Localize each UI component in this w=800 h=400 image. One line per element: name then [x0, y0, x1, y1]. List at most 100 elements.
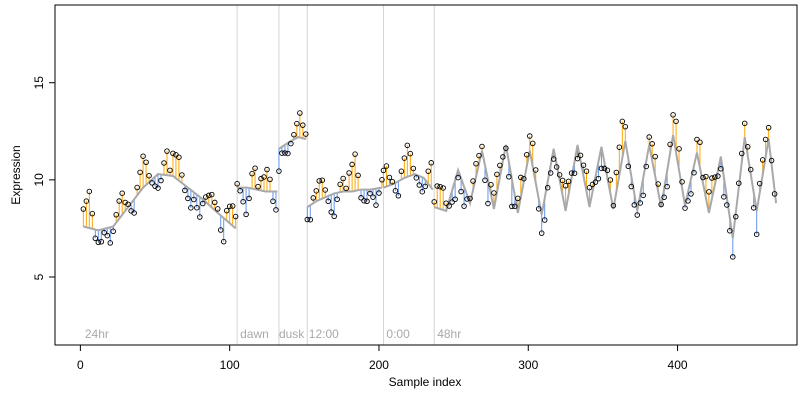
data-point — [625, 163, 632, 170]
data-point — [334, 196, 340, 203]
data-point — [646, 134, 652, 140]
data-point — [220, 238, 227, 245]
x-axis-label: Sample index — [389, 375, 462, 389]
data-point — [140, 153, 146, 159]
data-point — [107, 240, 113, 246]
y-tick-label-1: 10 — [32, 173, 46, 187]
data-point — [325, 198, 331, 205]
data-point — [310, 195, 317, 201]
data-point — [553, 164, 560, 170]
data-point — [544, 184, 551, 191]
data-point — [649, 141, 655, 147]
data-point — [756, 180, 763, 187]
data-point — [214, 206, 221, 212]
data-point — [706, 189, 712, 195]
data-point — [282, 150, 288, 156]
data-point — [485, 200, 491, 207]
data-point — [607, 177, 614, 183]
data-point — [521, 175, 527, 182]
data-point — [364, 198, 370, 205]
data-point — [747, 166, 754, 173]
data-point — [383, 163, 390, 169]
data-point — [449, 199, 455, 205]
data-point — [404, 142, 411, 149]
fit-lines — [83, 135, 778, 239]
data-point — [771, 191, 778, 197]
data-point — [461, 203, 467, 209]
data-point — [518, 174, 524, 181]
data-point — [434, 183, 440, 189]
data-point — [328, 209, 334, 215]
data-point — [261, 174, 267, 180]
data-point — [131, 210, 137, 216]
data-point — [688, 191, 694, 197]
data-point — [532, 167, 539, 173]
data-point — [343, 185, 349, 192]
data-point — [419, 188, 426, 195]
data-point — [211, 199, 218, 206]
data-point — [715, 173, 721, 179]
data-point — [574, 155, 581, 162]
region-dividers — [236, 5, 435, 345]
data-point — [410, 165, 417, 172]
x-tick-label-0: 0 — [77, 358, 84, 372]
data-point — [361, 198, 367, 204]
data-point — [380, 167, 387, 174]
data-point — [643, 163, 649, 170]
data-point — [379, 177, 385, 183]
data-point — [307, 216, 314, 223]
data-point — [527, 133, 533, 139]
data-point — [640, 192, 646, 199]
data-point — [667, 141, 673, 148]
data-point — [246, 195, 252, 202]
data-point — [479, 143, 485, 150]
fit-line-5 — [433, 135, 778, 239]
data-point — [116, 198, 122, 204]
data-point — [113, 212, 119, 218]
data-point — [488, 181, 494, 188]
data-point — [515, 195, 521, 202]
data-point — [727, 228, 733, 234]
data-point — [634, 212, 641, 218]
data-point — [503, 145, 509, 151]
region-label-4: 0:00 — [386, 327, 410, 341]
data-point — [577, 152, 584, 159]
data-point — [200, 200, 206, 207]
data-point — [95, 239, 102, 246]
data-point — [340, 175, 346, 182]
data-point — [700, 174, 706, 181]
data-point — [285, 150, 291, 157]
data-point — [206, 192, 212, 199]
data-point — [143, 159, 149, 165]
data-point — [161, 160, 167, 166]
data-point — [759, 157, 766, 163]
data-point — [319, 177, 325, 183]
data-point — [473, 160, 479, 167]
region-labels: 24hr dawn dusk 12:00 0:00 48hr — [85, 327, 461, 341]
data-point — [370, 194, 376, 200]
data-point — [155, 185, 161, 191]
data-point — [376, 190, 382, 196]
data-point — [750, 205, 757, 211]
data-point — [279, 150, 285, 156]
data-point — [158, 177, 164, 184]
data-point — [110, 228, 116, 235]
data-point — [431, 199, 437, 205]
data-point — [398, 168, 405, 175]
data-point — [164, 148, 170, 154]
data-point — [559, 177, 566, 184]
data-point — [664, 183, 670, 190]
data-point — [595, 175, 602, 182]
data-point — [703, 173, 709, 180]
data-point — [676, 146, 682, 152]
data-point — [294, 120, 300, 127]
data-point — [476, 152, 482, 159]
data-point — [258, 175, 264, 182]
data-point — [697, 139, 703, 146]
x-tick-label-4: 400 — [668, 358, 688, 372]
data-point — [98, 238, 105, 245]
data-point — [712, 174, 718, 180]
region-label-5: 48hr — [437, 327, 461, 341]
data-point — [240, 198, 246, 205]
data-point — [170, 150, 176, 157]
